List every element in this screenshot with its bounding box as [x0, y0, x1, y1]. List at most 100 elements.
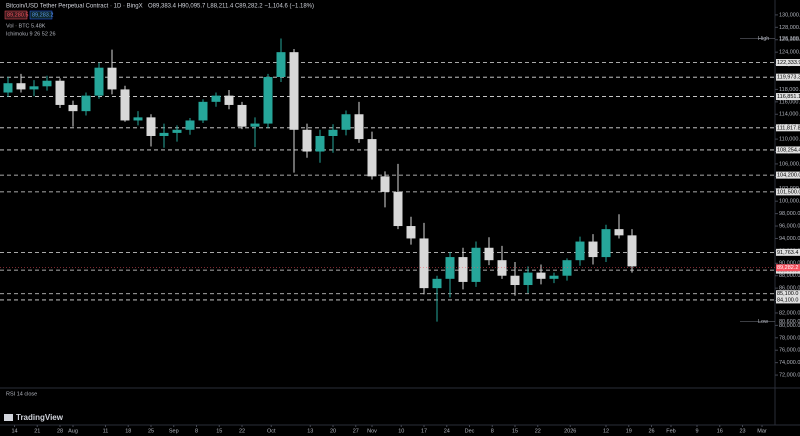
x-tick-label: 25 [148, 428, 154, 434]
level-label: 119,973.3 [777, 75, 800, 81]
x-tick-label: Oct [267, 428, 276, 434]
candle-body [471, 247, 481, 282]
candle-body [536, 272, 546, 279]
candle-body [588, 241, 598, 258]
x-tick-label: Dec [465, 428, 475, 434]
x-tick-label: 27 [353, 428, 359, 434]
candle-body [458, 257, 468, 282]
candle-body [614, 229, 624, 236]
candle-body [16, 83, 26, 90]
level-label: 104,200.0 [777, 173, 800, 179]
candle-body [354, 114, 364, 140]
level-label-box [776, 248, 800, 256]
candle-body [601, 229, 611, 258]
level-label-box [776, 93, 800, 101]
y-tick-label: 116,000.0 [779, 99, 800, 105]
candle-body [341, 114, 351, 130]
y-tick-label: 80,000.0 [779, 323, 800, 329]
y-tick-label: 128,000.0 [779, 25, 800, 31]
x-tick-label: 22 [535, 428, 541, 434]
x-tick-label: 17 [421, 428, 427, 434]
x-tick-label: 16 [717, 428, 723, 434]
volume-legend: Vol · BTC 5.48K [6, 23, 46, 29]
x-tick-label: 21 [34, 428, 40, 434]
x-tick-label: 15 [216, 428, 222, 434]
level-label-box [776, 296, 800, 304]
y-tick-label: 86,000.0 [779, 286, 800, 292]
level-label: 91,763.4 [777, 250, 798, 256]
y-tick-label: 106,000.0 [779, 161, 800, 167]
candle-body [237, 104, 247, 127]
candle-body [484, 247, 494, 261]
y-tick-label: 94,000.0 [779, 236, 800, 242]
candle-body [627, 235, 637, 267]
level-label: 111,817.8 [777, 125, 800, 131]
x-tick-label: 8 [195, 428, 198, 434]
x-tick-label: 22 [239, 428, 245, 434]
x-tick-label: 23 [739, 428, 745, 434]
y-tick-label: 114,000.0 [779, 112, 800, 118]
level-label: 84,100.0 [777, 297, 798, 303]
x-tick-label: 12 [603, 428, 609, 434]
y-tick-label: 82,000.0 [779, 310, 800, 316]
x-tick-label: Nov [367, 428, 377, 434]
candle-body [523, 272, 533, 286]
y-tick-label: 100,000.0 [779, 199, 800, 205]
sell-button[interactable] [4, 10, 28, 20]
x-tick-label: 11 [103, 428, 109, 434]
buy-button[interactable] [29, 10, 53, 20]
y-tick-label: 88,000.0 [779, 273, 800, 279]
buy-price[interactable]: 89,283.2 [32, 12, 53, 18]
sell-price[interactable]: 89,280.5 [7, 12, 28, 18]
candle-body [302, 129, 312, 152]
x-tick-label: 20 [330, 428, 336, 434]
y-tick-label: 118,000.0 [779, 87, 800, 93]
x-tick-label: Feb [666, 428, 675, 434]
x-tick-label: 13 [307, 428, 313, 434]
candle-body [42, 80, 52, 87]
y-tick-label: 74,000.0 [779, 360, 800, 366]
candle-body [211, 95, 221, 102]
candle-body [549, 275, 559, 279]
y-tick-label: 72,000.0 [779, 373, 800, 379]
x-tick-label: 15 [512, 428, 518, 434]
logo[interactable]: TradingView [16, 413, 64, 422]
y-tick-label: 76,000.0 [779, 348, 800, 354]
high-mark-label: 126,199.0 [779, 36, 800, 42]
rsi-legend: RSI 14 close [6, 391, 37, 397]
candle-body [250, 123, 260, 127]
last-price-label: 89,282.2 [777, 265, 798, 271]
candle-body [29, 86, 39, 90]
candle-body [68, 104, 78, 112]
y-tick-label: 124,000.0 [779, 50, 800, 56]
level-label: 101,500.0 [777, 189, 800, 195]
candle-body [198, 101, 208, 121]
level-label-box [776, 73, 800, 81]
candle-body [380, 176, 390, 192]
y-tick-label: 98,000.0 [779, 211, 800, 217]
level-label-box [776, 146, 800, 154]
level-label-box [776, 290, 800, 298]
candle-body [575, 241, 585, 261]
x-tick-label: 9 [695, 428, 698, 434]
indicator-legend: Ichimoku 9 26 52 26 [6, 31, 56, 37]
level-label: 85,100.0 [777, 291, 798, 297]
candle-body [185, 120, 195, 130]
candle-body [3, 83, 13, 93]
x-tick-label: 24 [444, 428, 450, 434]
x-tick-label: 14 [11, 428, 17, 434]
candle-body [289, 52, 299, 130]
y-tick-label: 78,000.0 [779, 335, 800, 341]
candle-body [367, 139, 377, 177]
y-tick-label: 96,000.0 [779, 223, 800, 229]
x-tick-label: Sep [169, 428, 179, 434]
level-label-box [776, 59, 800, 67]
x-tick-label: 26 [648, 428, 654, 434]
x-tick-label: 8 [491, 428, 494, 434]
low-mark-label: 80,600.0 [779, 319, 800, 325]
level-label: 108,254.4 [777, 147, 800, 153]
y-tick-label: 90,000.0 [779, 261, 800, 267]
candle-body [224, 95, 234, 105]
